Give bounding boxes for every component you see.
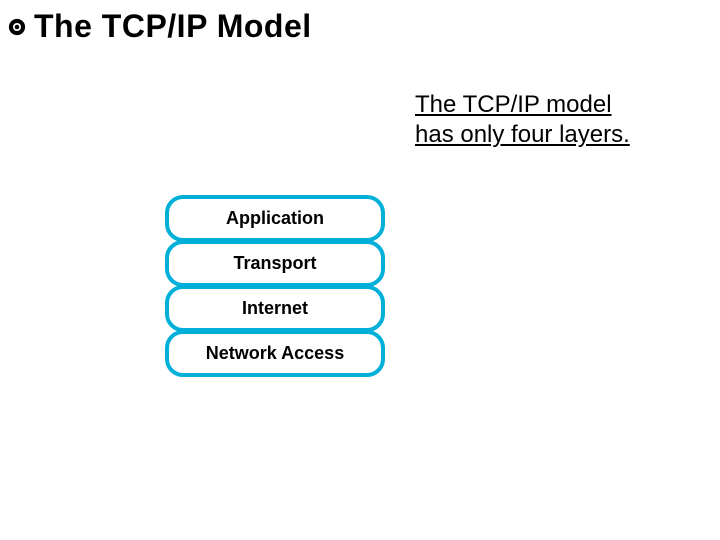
layer-network-access: Network Access [165, 330, 385, 377]
layer-application: Application [165, 195, 385, 242]
layer-label: Internet [242, 298, 308, 319]
layer-label: Network Access [206, 343, 344, 364]
layer-label: Transport [233, 253, 316, 274]
subtitle-line-2: has only four layers. [415, 121, 630, 148]
bullet-icon [8, 18, 26, 36]
layer-label: Application [226, 208, 324, 229]
subtitle-line-1: The TCP/IP model [415, 91, 612, 118]
layers-container: Application Transport Internet Network A… [165, 195, 385, 377]
layer-internet: Internet [165, 285, 385, 332]
title-row: The TCP/IP Model [0, 0, 720, 45]
subtitle: The TCP/IP model has only four layers. [415, 90, 630, 150]
page-title: The TCP/IP Model [34, 8, 312, 45]
layer-transport: Transport [165, 240, 385, 287]
